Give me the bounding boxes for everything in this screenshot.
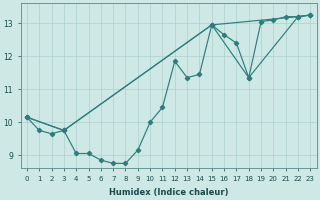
X-axis label: Humidex (Indice chaleur): Humidex (Indice chaleur): [109, 188, 228, 197]
